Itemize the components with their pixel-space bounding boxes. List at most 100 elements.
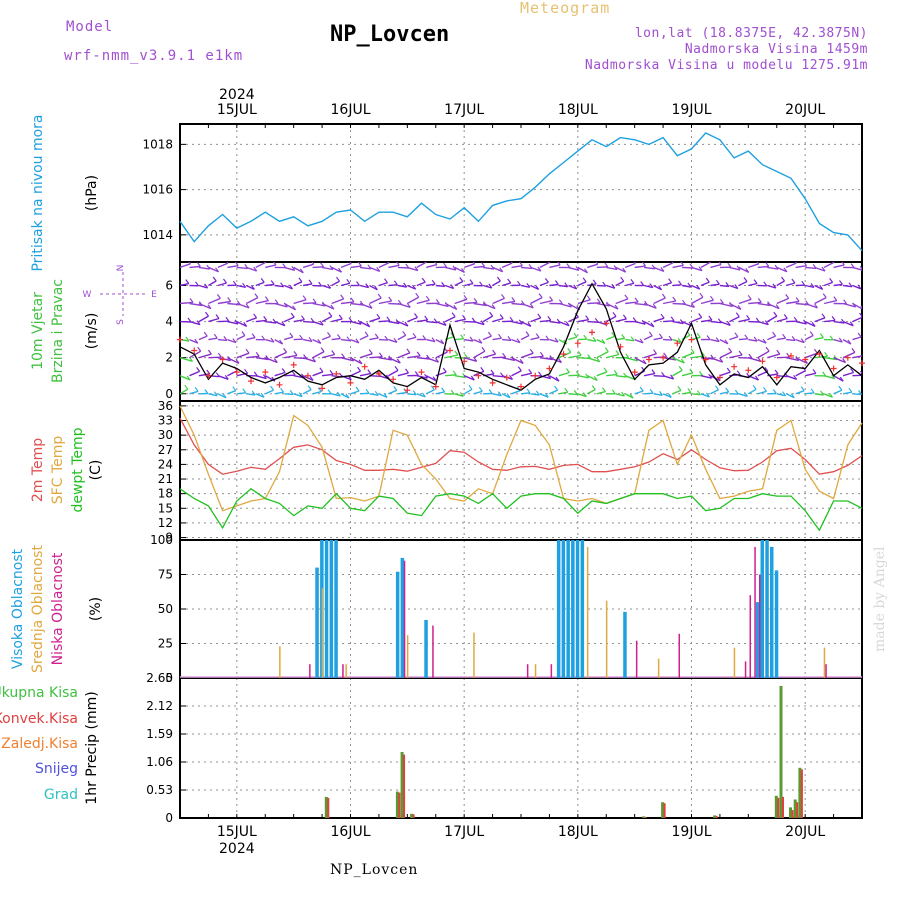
wind-barb	[322, 373, 334, 377]
wind-barb	[539, 357, 553, 361]
wind-barb	[378, 320, 390, 323]
wind-barb-feather	[819, 285, 824, 290]
wind-barb-feather	[537, 266, 542, 272]
wind-barb-feather	[450, 284, 455, 289]
wind-barb	[691, 284, 700, 290]
wind-barb	[236, 352, 250, 359]
wind-barb-feather	[554, 280, 559, 285]
wind-barb	[359, 335, 369, 341]
wind-barb-feather	[215, 314, 220, 319]
wind-barb-feather	[545, 335, 550, 341]
wind-barb-feather	[671, 262, 674, 264]
wind-barb-feather	[803, 319, 807, 325]
wind-barb	[445, 374, 457, 377]
wind-barb-feather	[734, 284, 739, 289]
wind-barb-feather	[719, 298, 724, 304]
wind-barb	[217, 300, 231, 305]
wind-barb-feather	[273, 358, 278, 363]
wind-barb	[530, 266, 542, 272]
wind-barb	[776, 337, 786, 341]
wind-barb	[416, 299, 430, 305]
wind-barb-feather	[660, 313, 665, 319]
wind-barb	[767, 353, 780, 359]
wind-barb	[568, 354, 582, 359]
y-tick-label: 50	[158, 602, 173, 616]
wind-barb-feather	[499, 314, 504, 319]
wind-barb-feather	[227, 297, 232, 302]
wind-barb-feather	[613, 265, 618, 270]
wind-barb-feather	[822, 293, 827, 298]
wind-barb-feather	[367, 369, 372, 374]
wind-barb-feather	[736, 265, 741, 271]
wind-barb-feather	[565, 321, 570, 327]
wind-barb-feather	[441, 282, 446, 287]
wind-barb	[577, 375, 589, 379]
wind-barb-feather	[415, 292, 420, 298]
wind-barb-feather	[667, 393, 672, 398]
wind-barb	[312, 302, 326, 307]
wind-barb	[426, 320, 438, 324]
wind-barb	[814, 355, 828, 359]
cloud-bar	[755, 602, 760, 678]
wind-barb-feather	[821, 313, 826, 319]
wind-barb-feather	[538, 293, 543, 298]
wind-barb	[340, 282, 350, 287]
wind-barb-feather	[783, 314, 788, 319]
wind-barb	[501, 393, 511, 399]
cloud-bar	[566, 540, 570, 678]
wind-barb	[359, 392, 370, 395]
wind-barb-feather	[869, 269, 872, 273]
wind-barb-feather	[753, 279, 758, 284]
wind-barb	[539, 299, 553, 305]
wind-barb-feather	[527, 322, 532, 327]
wind-barb-feather	[528, 368, 533, 374]
wind-barb	[350, 390, 360, 395]
wind-gust-marker	[177, 336, 183, 343]
wind-barb	[786, 282, 796, 287]
wind-barb	[577, 299, 591, 305]
wind-barb	[407, 355, 421, 359]
cloud-bar	[657, 658, 660, 678]
wind-gust-marker	[688, 336, 695, 343]
product-title: Meteogram	[520, 0, 611, 17]
wind-barb	[464, 282, 474, 287]
wind-gust-marker	[205, 372, 212, 379]
wind-barb-feather	[357, 262, 362, 267]
y-tick-label: 24	[158, 457, 173, 471]
wind-barb	[596, 350, 609, 359]
wind-barb-feather	[376, 313, 381, 319]
day-label-bottom: 20JUL	[785, 824, 825, 840]
wind-barb	[303, 320, 315, 323]
cloud-bar	[526, 664, 529, 678]
wind-barb	[625, 282, 635, 287]
wind-barb	[558, 320, 570, 327]
wind-barb	[738, 318, 750, 323]
cloud-bar	[605, 600, 608, 678]
wind-barb-feather	[632, 317, 637, 322]
temp-axis-label-1: SFC Temp	[50, 436, 66, 505]
wind-barb	[804, 352, 818, 359]
wind-barb-feather	[489, 311, 494, 317]
wind-barb	[246, 336, 256, 341]
wind-barb-feather	[519, 359, 524, 364]
wind-barb	[378, 338, 388, 341]
wind-barb	[482, 266, 495, 270]
wind-barb	[653, 317, 665, 323]
wind-barb	[520, 352, 534, 359]
wind-gust-marker	[702, 356, 709, 363]
wind-barb-feather	[270, 385, 274, 391]
wind-barb-feather	[859, 312, 862, 318]
y-tick-label: 27	[158, 443, 173, 457]
day-label-bottom: 18JUL	[558, 824, 598, 840]
wind-barb-feather	[481, 346, 486, 352]
wind-barb	[814, 296, 827, 305]
wind-barb	[331, 298, 344, 305]
wind-barb-feather	[585, 315, 590, 321]
wind-barb	[729, 266, 741, 271]
day-label-bottom: 16JUL	[331, 824, 371, 840]
wind-gust-marker	[290, 361, 297, 368]
wind-barb	[274, 391, 284, 395]
wind-barb-feather	[639, 386, 644, 392]
wind-barb	[236, 266, 248, 270]
